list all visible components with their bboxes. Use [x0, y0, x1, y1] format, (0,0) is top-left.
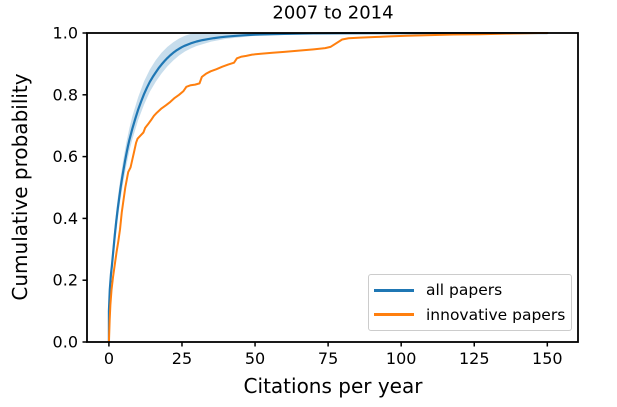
line-all-papers — [107, 32, 549, 343]
x-tick-label: 25 — [172, 349, 192, 368]
plot-border — [86, 32, 579, 343]
x-tick-label: 50 — [245, 349, 265, 368]
x-tick-label: 75 — [318, 349, 338, 368]
y-tick-label: 0.6 — [53, 147, 78, 166]
x-axis-label: Citations per year — [243, 374, 423, 398]
y-tick-label: 0.4 — [53, 209, 78, 228]
legend-item: innovative papers — [369, 303, 571, 327]
y-tick-label: 1.0 — [53, 24, 78, 43]
line-innovative-papers — [107, 32, 549, 343]
legend-line-sample-innovative-papers — [374, 313, 414, 317]
confidence-band — [108, 33, 279, 316]
legend-label: innovative papers — [426, 305, 566, 324]
legend-item: all papers — [369, 278, 571, 302]
x-tick-label: 100 — [386, 349, 417, 368]
chart-title: 2007 to 2014 — [272, 2, 394, 24]
x-tick-label: 150 — [532, 349, 563, 368]
y-tick-label: 0.2 — [53, 271, 78, 290]
legend: all papers innovative papers — [368, 274, 572, 331]
legend-label: all papers — [426, 281, 503, 300]
x-tick-label: 0 — [104, 349, 114, 368]
y-tick-label: 0.8 — [53, 85, 78, 104]
y-axis-label: Cumulative probability — [8, 73, 32, 301]
x-tick-label: 125 — [459, 349, 490, 368]
y-tick-label: 0.0 — [53, 333, 78, 352]
legend-line-sample-all-papers — [374, 288, 414, 292]
